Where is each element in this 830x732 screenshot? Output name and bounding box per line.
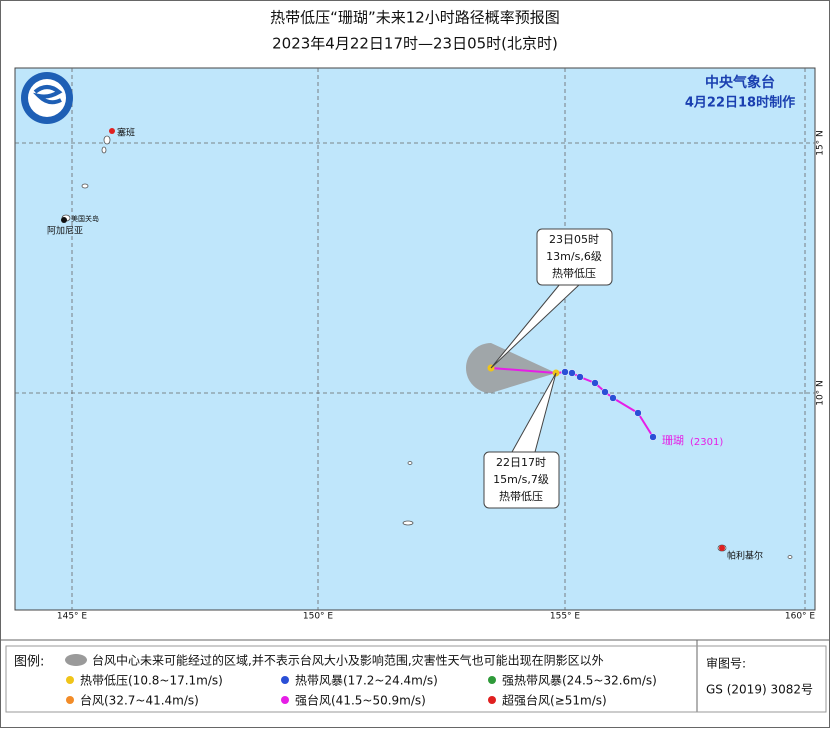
cone bbox=[466, 343, 556, 393]
callout-text: 22日17时 bbox=[496, 456, 546, 469]
place-label: 帕利基尔 bbox=[727, 550, 763, 562]
review-number: GS (2019) 3082号 bbox=[706, 683, 813, 697]
city-dot bbox=[61, 217, 67, 223]
lon-label: 160° E bbox=[785, 612, 816, 622]
lat-label: 15° N bbox=[816, 130, 826, 156]
callout-text: 23日05时 bbox=[549, 233, 599, 246]
made-time: 4月22日18时制作 bbox=[685, 95, 795, 111]
legend-label: 热带低压(10.8~17.1m/s) bbox=[80, 674, 223, 688]
lon-label: 155° E bbox=[550, 612, 581, 622]
place-label: 美国关岛 bbox=[71, 214, 99, 223]
callout-1: 23日05时 13m/s,6级 热带低压 bbox=[490, 228, 613, 369]
legend-swatch bbox=[66, 696, 74, 704]
map-area bbox=[14, 67, 816, 611]
agency: 中央气象台 bbox=[705, 74, 775, 91]
legend-swatch bbox=[488, 696, 496, 704]
city-dot bbox=[109, 128, 115, 134]
city-dot bbox=[719, 545, 725, 551]
logo bbox=[21, 72, 73, 124]
place-label: 塞班 bbox=[117, 127, 135, 139]
callout-text: 15m/s,7级 bbox=[493, 473, 549, 486]
callout-text: 13m/s,6级 bbox=[546, 250, 602, 263]
legend-swatch bbox=[281, 676, 289, 684]
lon-label: 150° E bbox=[303, 612, 334, 622]
lat-label: 10° N bbox=[816, 380, 826, 406]
legend-label: 强台风(41.5~50.9m/s) bbox=[295, 693, 426, 708]
legend-swatch bbox=[66, 676, 74, 684]
storm-id: (2301) bbox=[690, 437, 723, 448]
legend-swatch bbox=[488, 676, 496, 684]
lon-label: 145° E bbox=[57, 612, 88, 622]
title: 热带低压“珊瑚”未来12小时路径概率预报图 bbox=[270, 9, 560, 27]
legend-swatch bbox=[281, 696, 289, 704]
legend-title: 图例: bbox=[14, 655, 44, 670]
legend-box bbox=[5, 645, 827, 713]
legend-label: 超强台风(≥51m/s) bbox=[502, 693, 607, 708]
callout-text: 热带低压 bbox=[552, 267, 596, 280]
cone-swatch bbox=[65, 654, 87, 666]
review-label: 审图号: bbox=[706, 656, 746, 671]
callout-2: 22日17时 15m/s,7级 热带低压 bbox=[483, 372, 560, 509]
storm-name: 珊瑚 bbox=[662, 434, 684, 447]
place-label: 阿加尼亚 bbox=[47, 226, 83, 237]
legend-label: 强热带风暴(24.5~32.6m/s) bbox=[502, 674, 657, 688]
graticule bbox=[15, 68, 815, 610]
track-points bbox=[561, 368, 657, 441]
track-forecast bbox=[490, 367, 557, 374]
subtitle: 2023年4月22日17时—23日05时(北京时) bbox=[272, 35, 558, 53]
legend-label: 热带风暴(17.2~24.4m/s) bbox=[295, 674, 438, 688]
legend-cone: 台风中心未来可能经过的区域,并不表示台风大小及影响范围,灾害性天气也可能出现在阴… bbox=[92, 653, 604, 668]
legend-items: 热带低压(10.8~17.1m/s) 热带风暴(17.2~24.4m/s) 强热带风… bbox=[66, 674, 657, 708]
legend-label: 台风(32.7~41.4m/s) bbox=[80, 693, 199, 708]
callout-text: 热带低压 bbox=[499, 490, 543, 503]
